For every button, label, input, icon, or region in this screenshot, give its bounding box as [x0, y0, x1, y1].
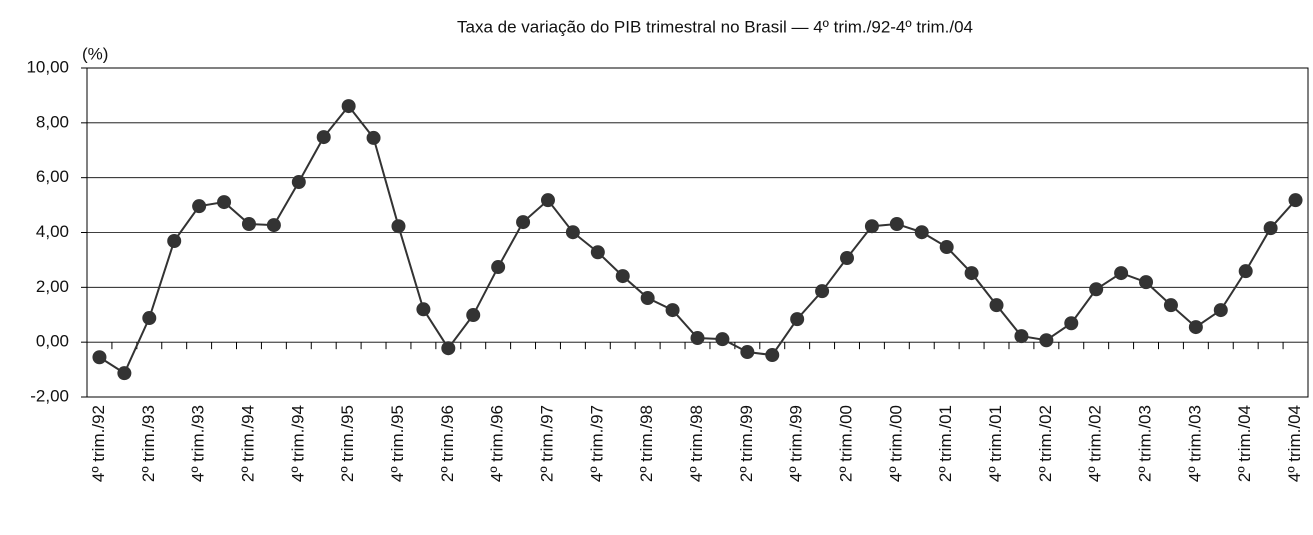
- point: [864, 219, 879, 234]
- point: [92, 350, 107, 365]
- point: [1089, 282, 1104, 297]
- point: [1014, 329, 1029, 344]
- point: [540, 193, 555, 208]
- point: [1114, 266, 1129, 281]
- x-tick-label: 2º trim./99: [737, 405, 756, 482]
- point: [690, 331, 705, 346]
- point: [391, 219, 406, 234]
- x-tick-label: 2º trim./96: [438, 405, 457, 482]
- y-tick-label: 8,00: [36, 112, 69, 131]
- point: [964, 266, 979, 281]
- point: [416, 302, 431, 317]
- point: [117, 366, 132, 381]
- point: [1188, 320, 1203, 335]
- x-tick-label: 4º trim./03: [1185, 405, 1204, 482]
- x-tick-label: 2º trim./04: [1235, 405, 1254, 482]
- point: [291, 175, 306, 190]
- point: [142, 311, 157, 326]
- point: [316, 130, 331, 145]
- point: [565, 225, 580, 240]
- x-tick-label: 4º trim./96: [488, 405, 507, 482]
- chart-title: Taxa de variação do PIB trimestral no Br…: [457, 17, 973, 36]
- x-tick-label: 2º trim./97: [537, 405, 556, 482]
- x-tick-label: 4º trim./92: [89, 405, 108, 482]
- point: [466, 308, 481, 323]
- x-tick-label: 4º trim./98: [687, 405, 706, 482]
- x-tick-label: 4º trim./04: [1285, 405, 1304, 482]
- point: [715, 332, 730, 347]
- point: [1213, 303, 1228, 318]
- point: [491, 260, 506, 275]
- point: [366, 130, 381, 145]
- x-tick-label: 4º trim./93: [189, 405, 208, 482]
- y-tick-label: 6,00: [36, 167, 69, 186]
- point: [1064, 316, 1079, 331]
- point: [192, 199, 207, 214]
- point: [740, 345, 755, 360]
- point: [840, 250, 855, 265]
- point: [939, 240, 954, 255]
- x-tick-label: 2º trim./94: [238, 405, 257, 482]
- point: [167, 233, 182, 248]
- y-tick-label: 10,00: [26, 57, 69, 76]
- y-tick-label: 2,00: [36, 277, 69, 296]
- y-tick-label: -2,00: [30, 386, 69, 405]
- point: [516, 215, 531, 230]
- x-tick-label: 2º trim./93: [139, 405, 158, 482]
- y-axis-label: (%): [82, 44, 108, 63]
- point: [989, 298, 1004, 313]
- point: [590, 245, 605, 260]
- point: [615, 269, 630, 284]
- point: [914, 225, 929, 240]
- point: [441, 341, 456, 356]
- x-tick-label: 2º trim./00: [836, 405, 855, 482]
- x-tick-label: 4º trim./94: [288, 405, 307, 482]
- point: [765, 348, 780, 363]
- point: [217, 195, 232, 210]
- point: [1139, 275, 1154, 290]
- x-tick-label: 4º trim./01: [986, 405, 1005, 482]
- point: [241, 217, 256, 232]
- x-tick-label: 4º trim./02: [1086, 405, 1105, 482]
- x-tick-label: 2º trim./01: [936, 405, 955, 482]
- point: [889, 217, 904, 232]
- point: [815, 284, 830, 299]
- plot-border: [86, 67, 1309, 398]
- point: [1288, 193, 1303, 208]
- x-tick-label: 4º trim./97: [587, 405, 606, 482]
- x-tick-label: 4º trim./99: [787, 405, 806, 482]
- point: [790, 312, 805, 327]
- x-tick-label: 4º trim./95: [388, 405, 407, 482]
- point: [1238, 264, 1253, 279]
- point: [640, 291, 655, 306]
- point: [266, 218, 281, 233]
- y-tick-label: 0,00: [36, 332, 69, 351]
- point: [1039, 333, 1054, 348]
- point: [1163, 298, 1178, 313]
- x-tick-label: 2º trim./98: [637, 405, 656, 482]
- x-tick-label: 4º trim./00: [886, 405, 905, 482]
- point: [665, 303, 680, 318]
- x-tick-label: 2º trim./02: [1036, 405, 1055, 482]
- point: [341, 99, 356, 114]
- y-tick-label: 4,00: [36, 222, 69, 241]
- x-tick-label: 2º trim./03: [1136, 405, 1155, 482]
- x-tick-label: 2º trim./95: [338, 405, 357, 482]
- point: [1263, 221, 1278, 236]
